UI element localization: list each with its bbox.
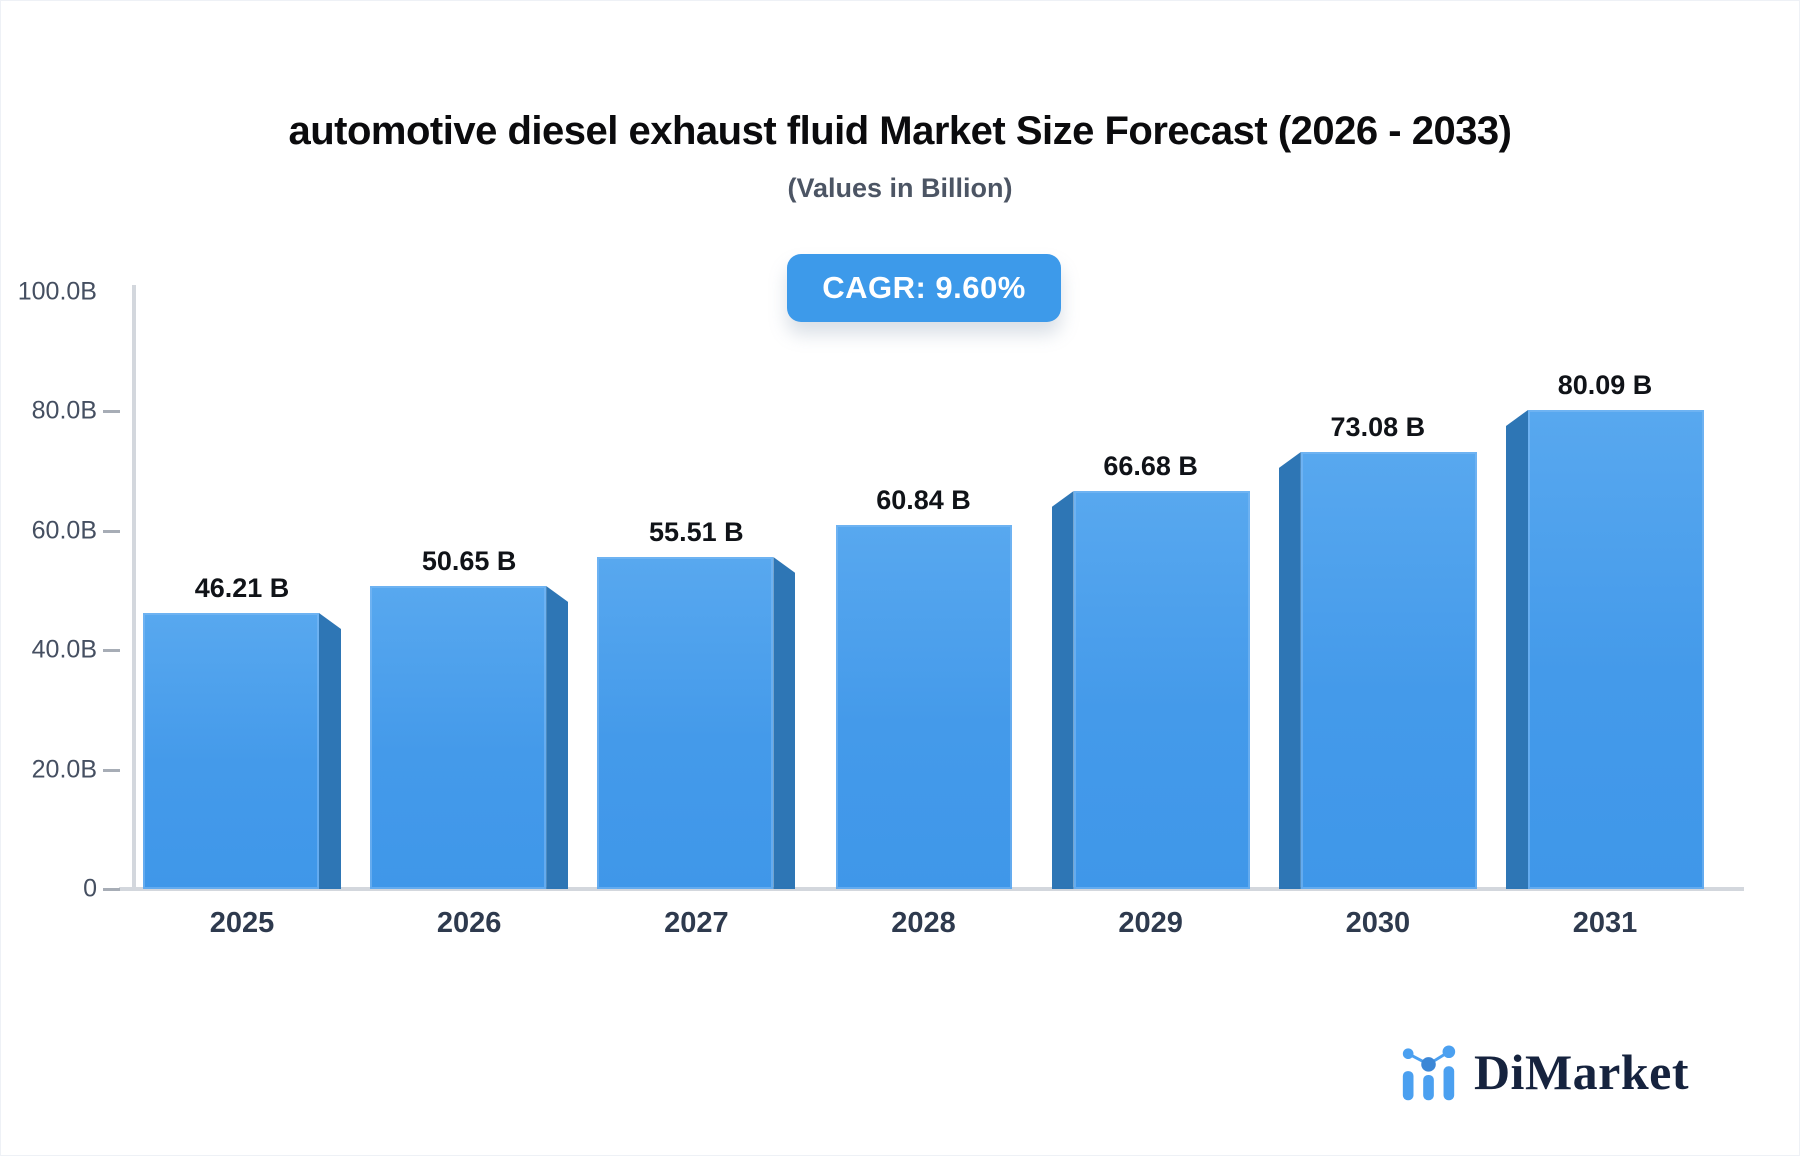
bar-2029[interactable]: [1073, 491, 1250, 889]
y-tick-label: 60.0B: [31, 516, 97, 544]
bar-2028[interactable]: [835, 525, 1012, 889]
x-tick-label-2029: 2029: [1118, 907, 1183, 939]
bar-side-face: [546, 586, 569, 889]
bar-value-label: 66.68 B: [1103, 451, 1198, 481]
y-tick-label: 100.0B: [17, 277, 97, 305]
bar-value-label: 80.09 B: [1557, 370, 1653, 400]
x-tick-label-2025: 2025: [209, 907, 275, 939]
bar-group-2026: 50.65 B: [370, 546, 569, 889]
bar-side-face: [319, 613, 341, 889]
brand-logo[interactable]: DiMarket: [1398, 1033, 1689, 1111]
y-tick-label: 80.0B: [31, 396, 97, 425]
chart-subtitle: (Values in Billion): [787, 173, 1013, 203]
x-tick-label-2030: 2030: [1345, 907, 1411, 939]
bar-side-face: [773, 557, 796, 889]
bar-value-label: 73.08 B: [1330, 412, 1426, 442]
bar-value-label: 55.51 B: [649, 517, 744, 547]
y-tick-mark: [103, 649, 120, 652]
x-tick-label-2027: 2027: [664, 907, 729, 939]
bar-group-2031: 80.09 B: [1506, 370, 1704, 889]
x-axis-line: [119, 887, 1744, 891]
x-tick-label-2031: 2031: [1572, 907, 1638, 939]
y-axis-line: [132, 285, 136, 891]
y-tick-label: 40.0B: [31, 635, 97, 664]
bar-2025[interactable]: [143, 613, 319, 889]
bar-value-label: 46.21 B: [194, 573, 290, 603]
cagr-badge: CAGR: 9.60%: [787, 254, 1061, 322]
y-tick-label: 0: [83, 874, 97, 903]
y-tick-mark: [103, 529, 120, 533]
bar-2027[interactable]: [597, 557, 774, 889]
bar-2026[interactable]: [370, 586, 547, 889]
y-tick-label: 20.0B: [31, 755, 97, 783]
bar-group-2025: 46.21 B: [143, 573, 341, 889]
dimarket-logo-icon: [1402, 1045, 1456, 1101]
bar-side-face: [1278, 452, 1301, 889]
bar-2031[interactable]: [1528, 410, 1704, 889]
bar-group-2030: 73.08 B: [1278, 412, 1477, 889]
bar-2030[interactable]: [1300, 452, 1477, 889]
y-tick-mark: [103, 410, 120, 413]
bar-value-label: 50.65 B: [421, 546, 517, 576]
brand-name: DiMarket: [1473, 1044, 1689, 1100]
bar-value-label: 60.84 B: [876, 485, 971, 515]
y-tick-mark: [103, 768, 120, 772]
bar-side-face: [1051, 491, 1074, 889]
x-tick-label-2026: 2026: [436, 907, 502, 939]
bar-group-2027: 55.51 B: [597, 517, 796, 889]
bar-group-2028: 60.84 B: [825, 485, 1023, 889]
x-tick-label-2028: 2028: [891, 907, 956, 939]
bar-group-2029: 66.68 B: [1051, 451, 1250, 889]
chart-title: automotive diesel exhaust fluid Market S…: [288, 109, 1512, 153]
y-tick-mark: [103, 888, 120, 891]
bar-side-face: [1506, 410, 1528, 889]
